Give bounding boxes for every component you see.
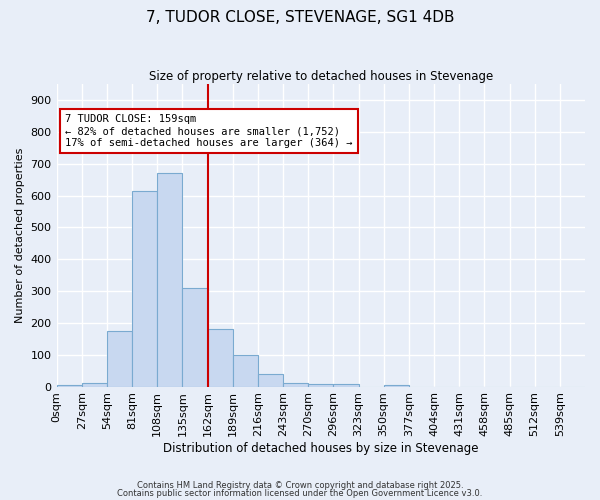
Bar <box>383 385 409 386</box>
Y-axis label: Number of detached properties: Number of detached properties <box>15 148 25 323</box>
Text: 7 TUDOR CLOSE: 159sqm
← 82% of detached houses are smaller (1,752)
17% of semi-d: 7 TUDOR CLOSE: 159sqm ← 82% of detached … <box>65 114 353 148</box>
Title: Size of property relative to detached houses in Stevenage: Size of property relative to detached ho… <box>149 70 493 83</box>
Bar <box>157 174 182 386</box>
Bar <box>233 355 258 386</box>
X-axis label: Distribution of detached houses by size in Stevenage: Distribution of detached houses by size … <box>163 442 479 455</box>
Bar <box>283 383 308 386</box>
Bar <box>182 288 208 386</box>
Text: Contains HM Land Registry data © Crown copyright and database right 2025.: Contains HM Land Registry data © Crown c… <box>137 480 463 490</box>
Bar <box>334 384 359 386</box>
Text: 7, TUDOR CLOSE, STEVENAGE, SG1 4DB: 7, TUDOR CLOSE, STEVENAGE, SG1 4DB <box>146 10 454 25</box>
Bar <box>308 384 334 386</box>
Bar <box>82 384 107 386</box>
Text: Contains public sector information licensed under the Open Government Licence v3: Contains public sector information licen… <box>118 489 482 498</box>
Bar <box>56 385 82 386</box>
Bar <box>258 374 283 386</box>
Bar <box>132 191 157 386</box>
Bar <box>208 330 233 386</box>
Bar <box>107 331 132 386</box>
